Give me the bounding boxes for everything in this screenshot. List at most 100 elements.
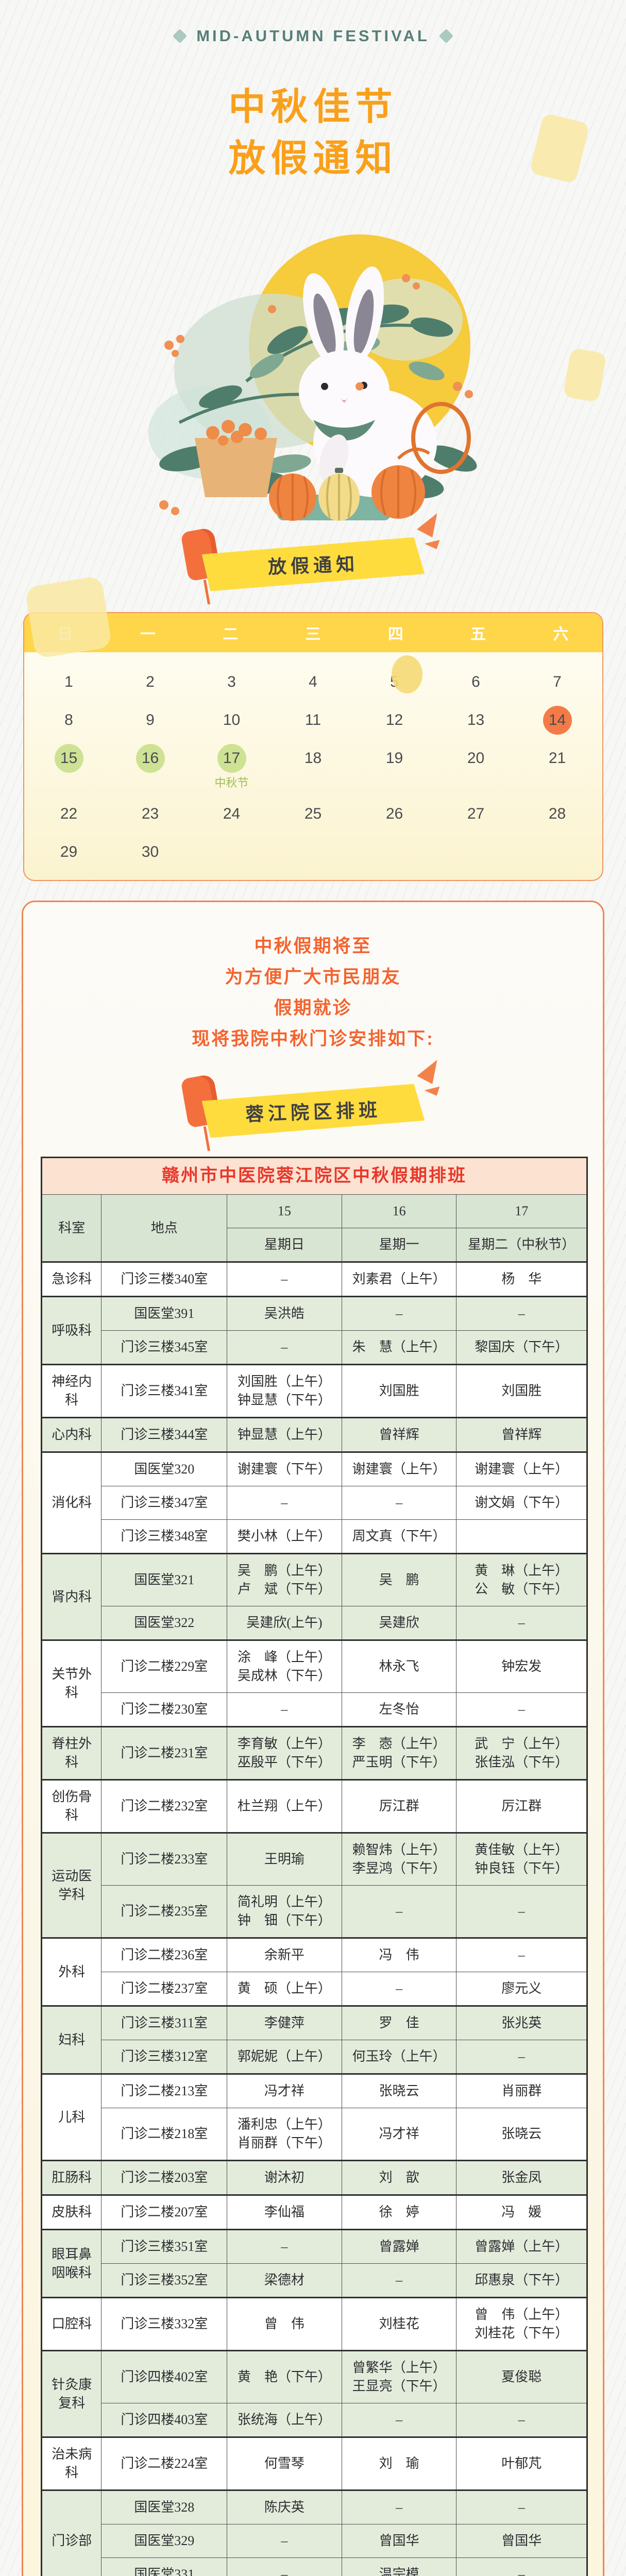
duty-line: 张晓云 [501, 2126, 542, 2141]
duty-cell: 刘 瑜 [341, 2436, 457, 2490]
duty-line: 廖元义 [501, 1981, 542, 1996]
duty-line: 公 敏（下午） [475, 1582, 569, 1597]
dept-cell: 创伤骨科 [41, 1779, 102, 1833]
dept-cell: 针灸康复科 [41, 2350, 102, 2437]
calendar-day-number: 16 [136, 744, 165, 773]
calendar-day-cell: 1 [28, 663, 110, 701]
schedule-row: 门诊二楼237室黄 硕（上午） – 廖元义 [42, 1972, 587, 2006]
duty-cell: 吴建欣(上午) [227, 1606, 342, 1640]
duty-cell: 郭妮妮（上午） [227, 2040, 342, 2074]
notice-banner-wrap: 放假通知 [0, 508, 626, 603]
duty-line: – [396, 2500, 403, 2515]
rongjiang-banner-wrap: 蓉江院区排班 [41, 1055, 585, 1149]
calendar-day-number: 30 [141, 843, 159, 860]
schedule-row: 外科 门诊二楼236室 余新平 冯 伟 – [41, 1937, 587, 2006]
duty-line: 钟显慧（下午） [237, 1393, 331, 1408]
duty-line: 左冬怡 [379, 1702, 419, 1717]
schedule-row: 运动医学科 门诊二楼233室 王明瑜 赖智炜（上午） 李昱鸿（下午） 黄佳敏（上午） 钟良钰… [41, 1832, 587, 1938]
calendar-day-number: 7 [553, 673, 562, 690]
duty-cell: 吴 鹏 [341, 1553, 457, 1606]
duty-line: – [396, 1306, 403, 1321]
duty-cell: 刘素君（上午） [341, 1261, 457, 1297]
duty-cell: 黄佳敏（上午） 钟良钰（下午） [456, 1832, 587, 1886]
dept-cell: 脊柱外科 [41, 1726, 102, 1780]
col-header-place: 地点 [101, 1194, 228, 1262]
duty-line: – [518, 1615, 525, 1630]
duty-line: 张兆英 [501, 2015, 542, 2030]
duty-cell: 冯 伟 [341, 1937, 457, 1972]
duty-cell: 朱 慧（上午） [341, 1330, 457, 1365]
duty-line: – [518, 2500, 525, 2515]
col-header-weekday: 星期日 [227, 1228, 342, 1262]
calendar-day-number: 6 [471, 673, 480, 690]
duty-line: – [518, 2567, 525, 2576]
duty-cell: – [227, 1486, 342, 1520]
duty-cell: 杜兰翔（上午） [227, 1779, 342, 1833]
duty-cell: 何玉玲（上午） [341, 2040, 457, 2074]
duty-cell: – [227, 1692, 342, 1727]
place-cell: 国医堂322 [101, 1606, 228, 1640]
duty-line: 曾露婵（上午） [475, 2239, 569, 2254]
calendar-day-cell [435, 833, 517, 859]
place-cell: 门诊二楼230室 [101, 1692, 228, 1727]
schedule-row: 针灸康复科 门诊四楼402室黄 艳（下午） 曾繁华（上午） 王显亮（下午） 夏俊聪 [41, 2350, 587, 2437]
calendar-day-number: 22 [60, 805, 78, 822]
duty-cell: 刘 歆 [341, 2160, 457, 2195]
col-header-weekday: 星期二（中秋节） [456, 1228, 587, 1262]
duty-line: 黄 硕（上午） [237, 1981, 331, 1996]
calendar-weekday: 一 [140, 626, 156, 643]
schedule-row: 儿科 门诊二楼213室 冯才祥 张晓云 肖丽群 [41, 2073, 587, 2161]
duty-line: 梁德材 [264, 2273, 304, 2287]
notice-banner-label: 放假通知 [267, 553, 359, 578]
duty-cell: 谢文娟（下午） [456, 1486, 587, 1520]
duty-cell: 潘利忠（上午） 肖丽群（下午） [227, 2108, 342, 2161]
dept-cell: 肛肠科 [41, 2160, 102, 2195]
duty-cell: 徐 婷 [341, 2194, 457, 2230]
duty-line: 王明瑜 [264, 1852, 304, 1867]
calendar-day-number: 25 [304, 805, 322, 822]
duty-line: 曾露婵 [379, 2239, 419, 2254]
duty-line: 李昱鸿（下午） [352, 1861, 446, 1876]
dept-cell: 皮肤科 [41, 2194, 102, 2230]
calendar-day-cell: 22 [28, 794, 110, 833]
duty-line: 郭妮妮（上午） [237, 2049, 331, 2064]
duty-line: 何玉玲（上午） [352, 2049, 446, 2064]
duty-cell: – [341, 2403, 457, 2437]
duty-cell: – [456, 2557, 587, 2576]
calendar-day-cell: 2 [110, 663, 191, 701]
duty-cell: 夏俊聪 [456, 2350, 587, 2403]
duty-line: – [518, 2412, 525, 2427]
duty-line: 谢文娟（下午） [475, 1495, 569, 1510]
page-title-line2: 放假通知 [228, 138, 398, 179]
duty-cell: – [341, 1972, 457, 2006]
calendar-day-cell: 15 [28, 739, 110, 777]
calendar-week-row: 8 9 10 11 12 13 14 [28, 701, 598, 739]
duty-line: 冯才祥 [264, 2083, 304, 2098]
calendar-weekday: 三 [305, 626, 321, 643]
duty-line: 曾国华 [501, 2533, 542, 2548]
intro-line: 中秋假期将至 [254, 936, 372, 956]
calendar-weekday: 六 [553, 626, 569, 643]
duty-cell: – [456, 1692, 587, 1727]
duty-line: – [281, 2533, 288, 2548]
duty-cell: 张晓云 [456, 2108, 587, 2161]
place-cell: 国医堂328 [101, 2489, 228, 2524]
calendar-day-cell: 13 [435, 701, 517, 739]
duty-cell: – [456, 1937, 587, 1972]
duty-line: 李育敏（上午） [237, 1736, 331, 1751]
duty-line: 王显亮（下午） [352, 2379, 446, 2394]
duty-cell: 李仙福 [227, 2194, 342, 2230]
eyebrow-text: MID-AUTUMN FESTIVAL [196, 27, 430, 45]
calendar-day-number: 8 [64, 711, 73, 728]
page-title: 中秋佳节 放假通知 [0, 81, 626, 184]
calendar-day-cell [354, 833, 435, 859]
calendar-week-row: 1234567 [28, 663, 598, 701]
duty-cell: 陈庆英 [227, 2489, 342, 2524]
duty-cell: – [341, 1885, 457, 1938]
duty-cell: 左冬怡 [341, 1692, 457, 1727]
duty-cell: 刘国胜 [456, 1364, 587, 1418]
duty-cell: 吴洪皓 [227, 1296, 342, 1331]
duty-line: 吴 鹏 [379, 1572, 419, 1587]
schedule-row: 治未病科 门诊二楼224室 何雪琴 刘 瑜 叶郁芃 [41, 2436, 587, 2490]
duty-line: 吴成林（下午） [237, 1668, 331, 1683]
